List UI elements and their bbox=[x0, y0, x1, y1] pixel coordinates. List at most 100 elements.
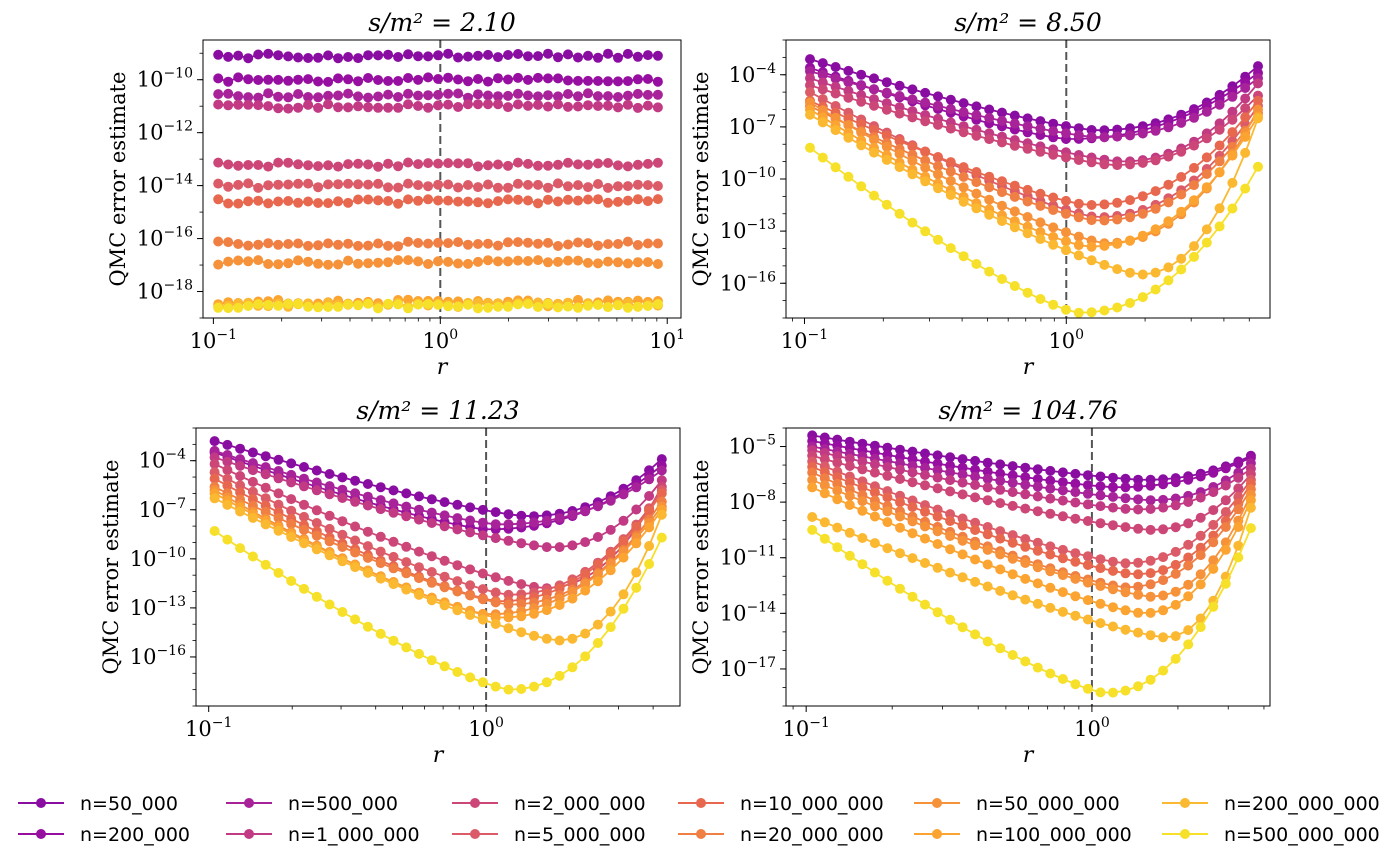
data-point bbox=[881, 154, 892, 165]
data-point bbox=[541, 633, 552, 644]
data-point bbox=[1125, 159, 1135, 170]
data-point bbox=[477, 530, 488, 541]
data-point bbox=[373, 91, 384, 102]
data-point bbox=[1057, 511, 1068, 522]
data-point bbox=[613, 76, 623, 87]
data-point bbox=[613, 239, 623, 249]
data-point bbox=[593, 76, 603, 86]
data-point bbox=[945, 544, 956, 555]
data-point bbox=[920, 462, 930, 473]
data-point bbox=[819, 488, 830, 499]
data-point bbox=[1032, 578, 1043, 589]
data-point bbox=[533, 99, 543, 110]
data-point bbox=[1145, 495, 1156, 506]
data-point bbox=[343, 88, 354, 99]
data-point bbox=[1095, 501, 1106, 512]
data-point bbox=[1032, 506, 1043, 517]
data-point bbox=[393, 76, 404, 86]
data-point bbox=[933, 91, 943, 102]
data-point bbox=[1045, 465, 1056, 476]
data-point bbox=[583, 182, 593, 193]
data-point bbox=[433, 299, 444, 310]
data-point bbox=[1150, 224, 1161, 235]
data-point bbox=[323, 302, 334, 312]
data-point bbox=[563, 101, 573, 112]
legend-marker bbox=[244, 829, 254, 839]
data-point bbox=[516, 518, 527, 529]
data-point bbox=[273, 91, 284, 102]
data-point bbox=[313, 258, 324, 269]
data-point bbox=[1057, 606, 1068, 617]
chart-title: s/m² = 104.76 bbox=[938, 396, 1117, 425]
data-point bbox=[388, 563, 399, 574]
legend-marker bbox=[932, 829, 942, 839]
data-point bbox=[1183, 625, 1194, 636]
data-point bbox=[1195, 492, 1206, 503]
y-tick-label: 10−13 bbox=[130, 594, 186, 620]
series-line bbox=[214, 530, 663, 691]
data-point bbox=[393, 182, 404, 193]
data-point bbox=[465, 590, 476, 601]
data-point bbox=[1108, 491, 1118, 502]
data-point bbox=[920, 533, 930, 544]
data-point bbox=[324, 469, 335, 479]
data-point bbox=[483, 160, 493, 171]
data-point bbox=[603, 158, 613, 168]
y-tick-label: 10−10 bbox=[720, 165, 776, 191]
data-point bbox=[593, 91, 603, 102]
data-point bbox=[375, 558, 386, 569]
data-point bbox=[253, 92, 264, 103]
data-point bbox=[209, 526, 220, 536]
data-point bbox=[1137, 191, 1148, 202]
data-point bbox=[844, 550, 855, 561]
data-point bbox=[529, 517, 539, 528]
data-point bbox=[263, 74, 274, 85]
data-point bbox=[493, 73, 503, 84]
data-point bbox=[580, 628, 591, 639]
data-point bbox=[483, 76, 493, 87]
data-point bbox=[844, 490, 855, 501]
x-tick-label: 10−1 bbox=[190, 327, 237, 353]
data-point bbox=[583, 159, 593, 170]
data-point bbox=[222, 534, 233, 545]
data-point bbox=[1137, 230, 1148, 241]
data-point bbox=[1020, 503, 1031, 514]
data-point bbox=[1227, 203, 1238, 214]
data-point bbox=[1095, 618, 1106, 629]
data-point bbox=[1020, 479, 1031, 490]
data-point bbox=[493, 256, 503, 267]
data-point bbox=[213, 157, 224, 168]
data-point bbox=[869, 487, 880, 498]
data-point bbox=[631, 538, 642, 549]
data-point bbox=[373, 102, 384, 113]
data-point bbox=[997, 115, 1007, 126]
data-point bbox=[1220, 522, 1231, 532]
data-point bbox=[894, 208, 905, 219]
data-point bbox=[1189, 140, 1199, 151]
data-point bbox=[463, 239, 473, 250]
data-point bbox=[945, 190, 956, 200]
data-point bbox=[982, 466, 993, 477]
data-point bbox=[324, 523, 335, 534]
data-point bbox=[337, 607, 348, 617]
data-point bbox=[1048, 239, 1059, 250]
data-point bbox=[273, 488, 284, 499]
data-point bbox=[1220, 544, 1231, 555]
data-point bbox=[333, 301, 344, 312]
data-point bbox=[945, 531, 956, 541]
data-point bbox=[353, 240, 364, 251]
data-point bbox=[982, 581, 993, 592]
data-point bbox=[907, 112, 918, 123]
data-point bbox=[223, 100, 234, 111]
data-point bbox=[286, 519, 297, 529]
data-point bbox=[642, 257, 653, 268]
data-point bbox=[817, 84, 828, 95]
data-point bbox=[523, 51, 533, 62]
data-point bbox=[473, 197, 483, 208]
x-tick-label: 100 bbox=[1048, 327, 1084, 353]
data-point bbox=[563, 49, 573, 60]
data-point bbox=[603, 100, 613, 111]
data-point bbox=[1007, 477, 1018, 488]
data-point bbox=[273, 567, 284, 578]
data-point bbox=[970, 554, 981, 565]
